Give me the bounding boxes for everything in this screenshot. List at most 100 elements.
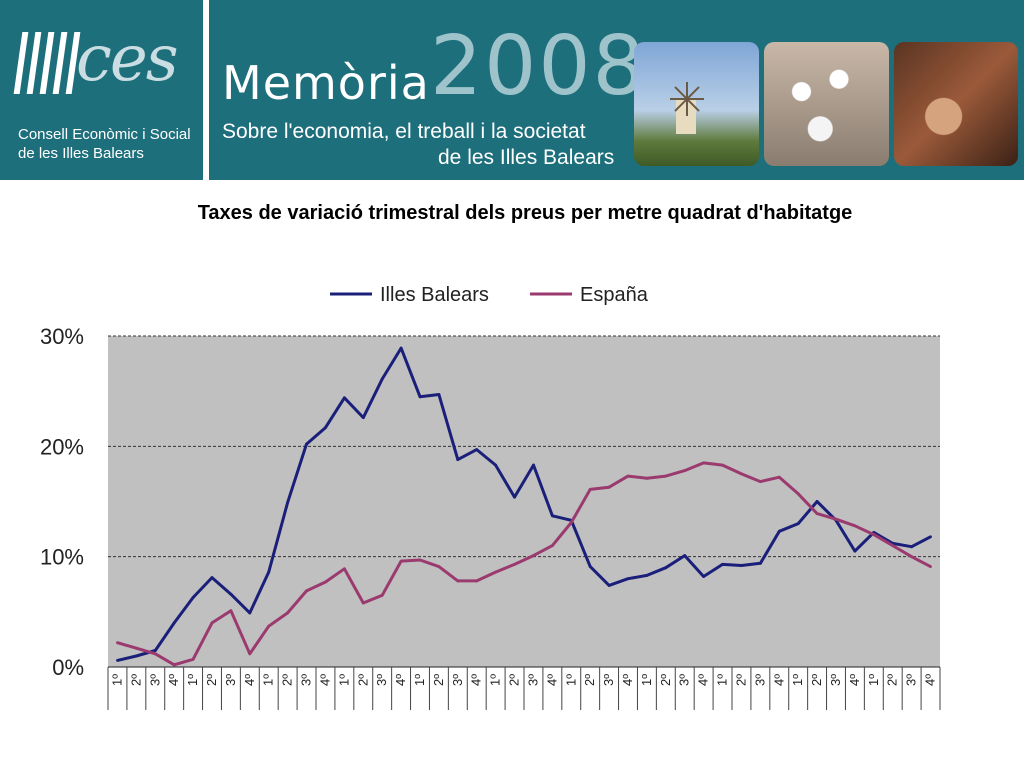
data-point [343, 567, 346, 571]
ces-logo: ces Consell Econòmic i Social de les Ill… [13, 22, 204, 178]
x-tick-label: 4º [847, 674, 862, 686]
memoria-title: Memòria [222, 56, 430, 110]
x-tick-label: 2º [204, 674, 219, 686]
data-point [172, 621, 176, 625]
data-point [343, 396, 346, 400]
data-point [910, 555, 913, 559]
data-point [513, 495, 516, 499]
data-point [456, 579, 460, 583]
data-point [645, 476, 649, 480]
x-tick-label: 1º [790, 674, 805, 686]
data-point [683, 554, 687, 557]
data-point [286, 611, 289, 615]
data-point [588, 565, 592, 568]
legend-label: España [580, 284, 649, 306]
data-point [891, 544, 895, 547]
data-point [475, 579, 479, 583]
data-point [664, 474, 668, 478]
x-tick-label: 3º [904, 674, 919, 686]
data-point [494, 463, 497, 467]
data-point [551, 514, 554, 518]
banner-subtitle-1: Sobre l'economia, el treball i la societ… [222, 120, 586, 143]
data-point [172, 663, 176, 667]
data-point [437, 565, 441, 568]
x-tick-label: 3º [299, 674, 314, 686]
data-point [210, 576, 214, 579]
header-banner: ces Consell Econòmic i Social de les Ill… [0, 0, 1024, 180]
x-tick-label: 1º [336, 674, 351, 686]
x-tick-label: 4º [771, 674, 786, 686]
data-point [324, 426, 327, 429]
data-point [910, 545, 913, 549]
data-point [191, 596, 195, 599]
data-point [153, 649, 157, 652]
data-point [361, 416, 365, 419]
data-point [721, 463, 724, 467]
x-tick-label: 4º [317, 674, 332, 686]
logo-wordmark: ces [76, 22, 179, 96]
x-tick-label: 3º [601, 674, 616, 686]
x-tick-label: 4º [166, 674, 181, 686]
x-tick-label: 1º [412, 674, 427, 686]
x-tick-label: 1º [261, 674, 276, 686]
x-tick-label: 4º [544, 674, 559, 686]
x-tick-label: 3º [525, 674, 540, 686]
x-tick-label: 2º [733, 674, 748, 686]
data-point [532, 554, 535, 557]
x-tick-label: 3º [450, 674, 465, 686]
x-tick-label: 1º [639, 674, 654, 686]
data-point [607, 485, 611, 489]
data-point [929, 535, 932, 539]
logo-line-2: de les Illes Balears [18, 145, 144, 162]
data-point [513, 563, 516, 566]
data-point [683, 469, 687, 472]
x-tick-label: 4º [620, 674, 635, 686]
data-point [872, 533, 876, 536]
data-point [796, 492, 800, 496]
data-point [777, 475, 781, 479]
x-tick-label: 4º [242, 674, 257, 686]
series-line-0 [117, 346, 932, 662]
data-point [437, 393, 441, 396]
data-point [229, 592, 233, 596]
chart-title: Taxes de variació trimestral dels preus … [197, 202, 853, 224]
series-line-1 [117, 461, 932, 667]
x-tick-label: 3º [752, 674, 767, 686]
data-point [853, 524, 857, 528]
x-tick-label: 3º [677, 674, 692, 686]
x-tick-label: 2º [885, 674, 900, 686]
x-tick-label: 4º [923, 674, 938, 686]
data-point [721, 563, 724, 566]
data-point [153, 652, 157, 656]
banner-subtitle-2: de les Illes Balears [438, 146, 615, 169]
y-tick-label: 30% [40, 324, 84, 349]
data-point [380, 593, 384, 597]
x-tick-label: 1º [563, 674, 578, 686]
data-point [494, 570, 497, 574]
x-tick-label: 3º [374, 674, 389, 686]
data-point [418, 395, 422, 399]
data-point [796, 522, 800, 525]
x-tick-label: 4º [469, 674, 484, 686]
data-point [305, 442, 308, 446]
y-tick-label: 0% [52, 655, 84, 680]
x-tick-label: 2º [507, 674, 522, 686]
x-tick-label: 2º [128, 674, 143, 686]
x-tick-label: 1º [109, 674, 124, 686]
windmill-photo [634, 42, 759, 166]
data-point [305, 589, 308, 593]
data-point [229, 609, 233, 613]
data-point [929, 565, 932, 568]
data-point [135, 654, 138, 658]
data-point [380, 377, 384, 381]
data-point [475, 448, 479, 451]
x-tick-label: 1º [488, 674, 503, 686]
data-point [645, 574, 649, 577]
x-tick-label: 3º [223, 674, 238, 686]
x-tick-label: 2º [809, 674, 824, 686]
banner-divider [203, 0, 209, 180]
data-point [740, 564, 743, 567]
x-tick-label: 4º [696, 674, 711, 686]
x-tick-label: 2º [582, 674, 597, 686]
